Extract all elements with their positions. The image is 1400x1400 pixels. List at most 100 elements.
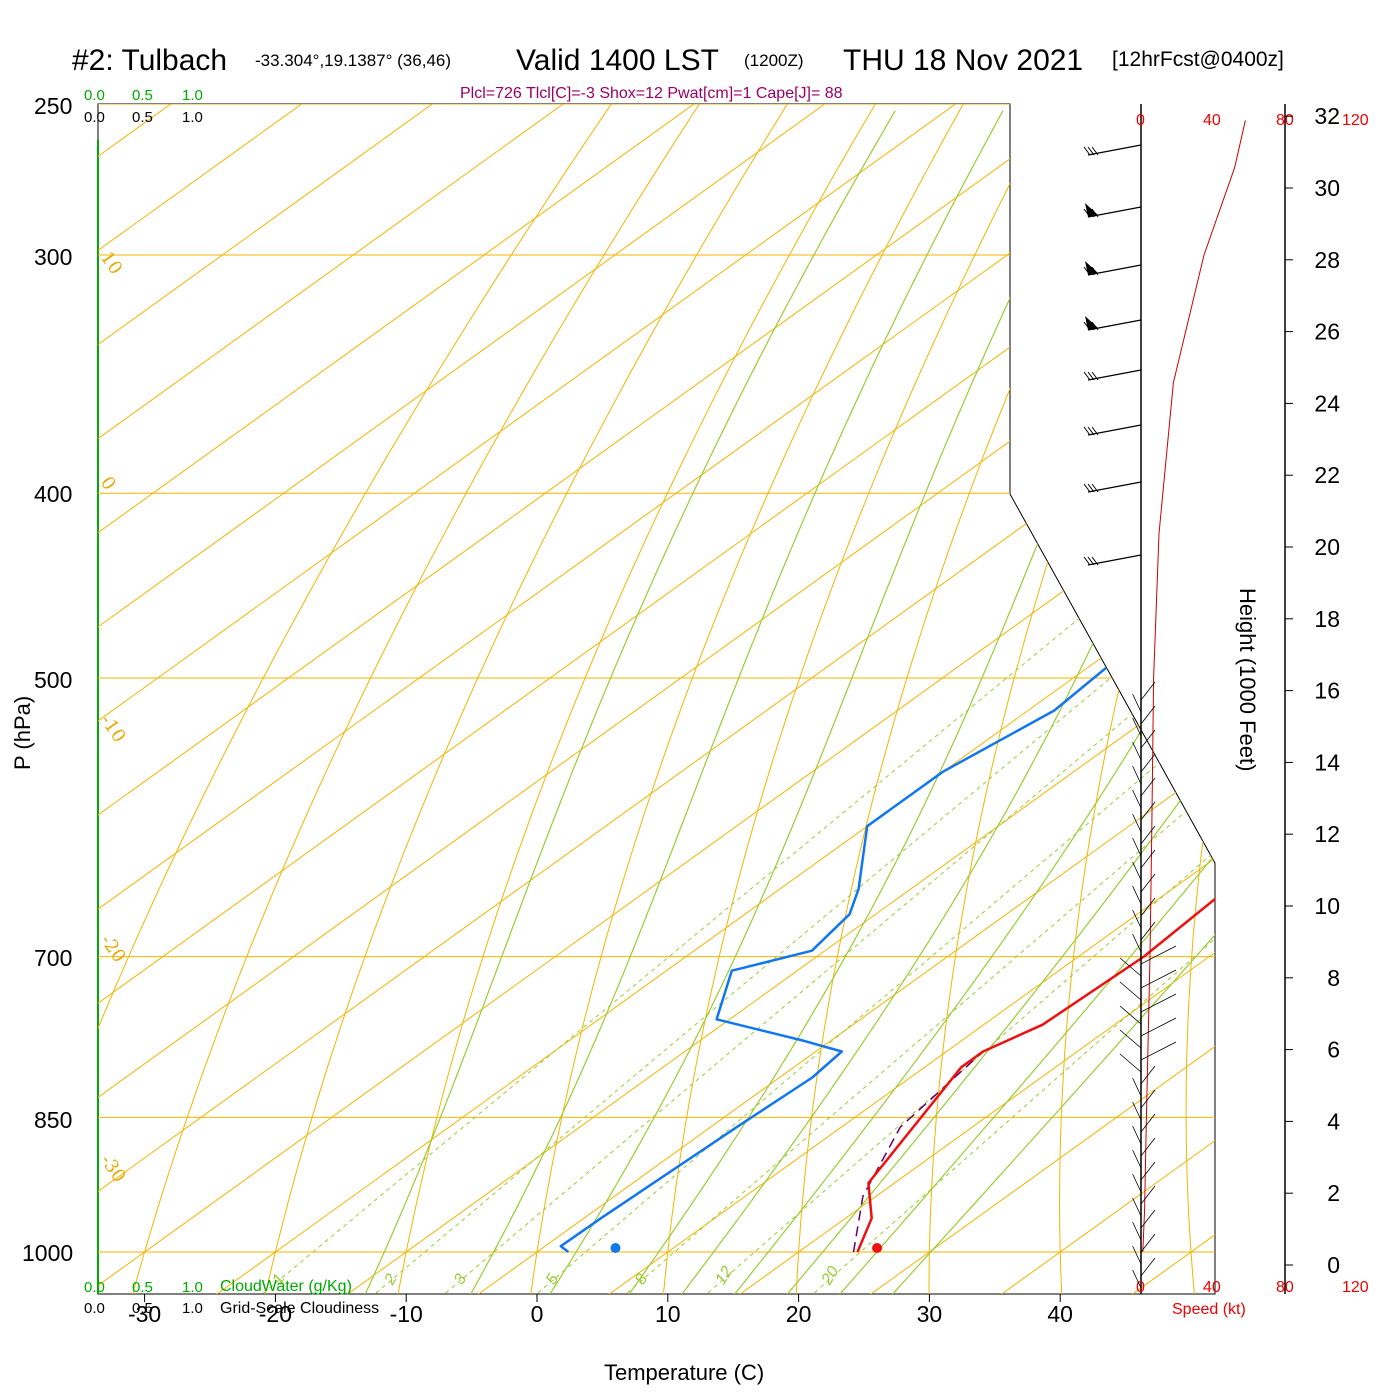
wind-barb-feather [1091, 371, 1099, 381]
profiles [559, 119, 1215, 1253]
wind-barb [1132, 837, 1142, 857]
wind-barb [1132, 909, 1142, 929]
dry-adiabat-line [129, 104, 705, 1294]
utc-label: (1200Z) [744, 51, 804, 70]
wind-barb [1132, 693, 1142, 713]
y-axis-label: P (hPa) [10, 696, 35, 770]
mixing-ratio-line [802, 492, 1215, 1294]
valid-label: Valid 1400 LST [516, 44, 719, 77]
isotherm-line [98, 104, 1215, 1294]
cloud-water-label: CloudWater (g/Kg) [220, 1278, 352, 1295]
wind-barb [1119, 1005, 1142, 1025]
wind-barb [1140, 1137, 1156, 1157]
speed-tick: 80 [1276, 112, 1294, 129]
moist-adiabat-line [779, 110, 1215, 1294]
isotherm-label: 30 [1171, 756, 1212, 797]
mixing-ratio-label: 5 [543, 1271, 562, 1288]
height-tick-label: 10 [1314, 893, 1340, 919]
wind-barb [1132, 741, 1142, 761]
height-tick-label: 0 [1327, 1252, 1340, 1278]
wind-barb [1132, 789, 1142, 809]
wind-barb [1119, 957, 1142, 977]
cloud-water-tick: 0.0 [84, 1279, 105, 1296]
wind-speed-line [1142, 120, 1246, 1253]
height-axis-label: Height (1000 Feet) [1235, 588, 1260, 771]
wind-barb [1132, 1197, 1142, 1217]
height-tick-label: 12 [1314, 821, 1340, 847]
wind-barb [1132, 885, 1142, 905]
wind-barb-feather [1083, 321, 1091, 331]
wind-barb [1140, 1209, 1156, 1229]
plot-frame [97, 103, 1216, 1295]
wind-barb [1119, 1029, 1142, 1049]
x-tick-label: 40 [1047, 1301, 1073, 1327]
pressure-tick: 850 [34, 1107, 72, 1133]
speed-tick: 120 [1342, 1279, 1369, 1296]
wind-barb [1140, 1041, 1177, 1061]
isotherm-label: -30 [96, 1151, 130, 1187]
height-tick-label: 14 [1314, 749, 1340, 775]
wind-barb-feather [1087, 556, 1095, 566]
dry-adiabat-line [98, 104, 617, 1294]
wind-barb [1140, 825, 1156, 845]
moist-adiabat-line [622, 110, 1215, 1294]
wind-barb-feather [1083, 426, 1091, 436]
wind-barb-feather [1087, 266, 1095, 276]
wind-barb [1140, 1257, 1156, 1277]
height-tick-label: 2 [1327, 1180, 1340, 1206]
isotherm-line [98, 104, 1215, 1294]
cloudiness-tick: 0.5 [132, 1300, 153, 1317]
isotherm-line [857, 104, 1215, 1294]
wind-barb-feather [1083, 208, 1091, 218]
dry-adiabat-line [662, 104, 1056, 1294]
wind-barb [1132, 1245, 1142, 1265]
wind-barb [1140, 1017, 1177, 1037]
pressure-axis: 250 300 400 500 700 850 1000 [22, 93, 73, 1266]
wind-barb [1140, 921, 1156, 941]
dry-adiabat-line [1059, 104, 1215, 1294]
isotherm-line [98, 104, 956, 1294]
dewpoint-line [559, 119, 1215, 1253]
forecast-label: [12hrFcst@0400z] [1112, 48, 1284, 71]
date-label: THU 18 Nov 2021 [843, 44, 1083, 77]
pressure-tick: 300 [34, 244, 72, 270]
wind-barb [1132, 933, 1142, 953]
wind-barb [1132, 813, 1142, 833]
wind-barb [1140, 1233, 1156, 1253]
moist-adiabat-line [883, 110, 1215, 1294]
wind-barb [1087, 144, 1142, 156]
x-tick-label: 10 [655, 1301, 681, 1327]
height-tick-label: 4 [1327, 1108, 1340, 1134]
moist-adiabat-line [465, 110, 1004, 1294]
wind-barb-feather [1091, 483, 1099, 493]
pressure-tick: 700 [34, 945, 72, 971]
height-tick-label: 20 [1314, 534, 1340, 560]
wind-barb [1140, 969, 1177, 989]
cloud-water-tick: 0.0 [84, 87, 105, 104]
moist-adiabat-line [726, 110, 1215, 1294]
height-tick-label: 6 [1327, 1037, 1340, 1063]
isotherm-line [465, 104, 1215, 1294]
wind-barb [1140, 897, 1156, 917]
x-axis-label: Temperature (C) [604, 1360, 764, 1385]
wind-barb-feather [1087, 371, 1095, 381]
wind-barb-feather [1091, 556, 1099, 566]
wind-barb [1132, 1149, 1142, 1169]
wind-barb [1087, 206, 1142, 218]
speed-tick: 40 [1203, 112, 1221, 129]
cloudiness-tick: 1.0 [182, 109, 203, 126]
cloudiness-tick: 1.0 [182, 1300, 203, 1317]
wind-barb [1140, 1089, 1156, 1109]
x-tick-label: 30 [917, 1301, 943, 1327]
mixing-ratio-line [614, 492, 1215, 1294]
wind-barbs [1083, 144, 1177, 1289]
wind-barb [1132, 861, 1142, 881]
cloudiness-tick: 0.5 [132, 109, 153, 126]
wind-barb [1140, 1113, 1156, 1133]
wind-barb [1140, 705, 1156, 725]
wind-barb [1140, 1065, 1156, 1085]
wind-barb [1119, 981, 1142, 1001]
